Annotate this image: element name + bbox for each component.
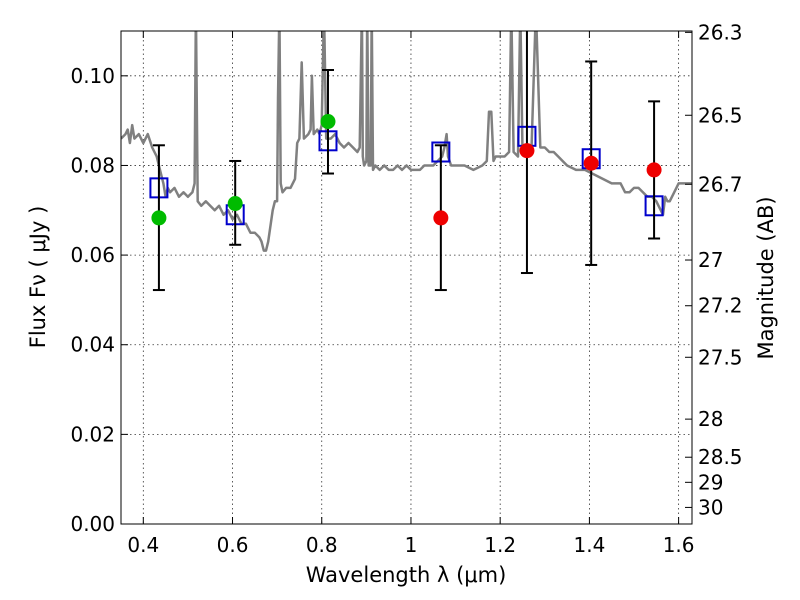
x-tick-label: 0.4 <box>127 533 159 557</box>
plot-area <box>121 31 692 292</box>
right-tick-label: 26.3 <box>698 20 743 44</box>
observed-point <box>433 210 449 226</box>
observed-point <box>583 155 599 171</box>
y-tick-label: 0.02 <box>70 422 115 446</box>
observed-point <box>227 196 243 212</box>
x-tick-label: 1.4 <box>573 533 605 557</box>
y-axis-label: Flux Fν ( μJy ) <box>26 206 50 349</box>
x-tick-label: 0.6 <box>217 533 249 557</box>
y-tick-label: 0.10 <box>70 64 115 88</box>
right-tick-label: 30 <box>698 495 723 519</box>
right-tick-label: 26.7 <box>698 172 743 196</box>
grid-lines <box>121 31 692 525</box>
right-tick-label: 29 <box>698 470 723 494</box>
observed-point <box>151 210 167 226</box>
y-tick-label: 0.00 <box>70 512 115 536</box>
right-tick-label: 28.5 <box>698 445 743 469</box>
x-tick-label: 1.6 <box>663 533 695 557</box>
y-tick-label: 0.06 <box>70 243 115 267</box>
observed-point <box>320 114 336 130</box>
x-tick-label: 0.8 <box>306 533 338 557</box>
model-sed-line <box>121 31 692 252</box>
plot-frame <box>120 30 693 525</box>
right-tick-label: 27.5 <box>698 345 743 369</box>
y-tick-label: 0.04 <box>70 333 115 357</box>
observed-point <box>646 162 662 178</box>
observed-point <box>519 143 535 159</box>
model-flux-boxes <box>149 125 664 226</box>
right-tick-label: 26.5 <box>698 103 743 127</box>
y-tick-label: 0.08 <box>70 153 115 177</box>
x-axis-label: Wavelength λ (μm) <box>306 563 507 587</box>
right-tick-label: 28 <box>698 407 723 431</box>
axis-ticks: 0.4 0.6 0.8 1 1.2 1.4 1.6 0.00 0.02 0.04 0.06 0.08 0… <box>70 20 742 557</box>
right-tick-label: 27 <box>698 248 723 272</box>
observed-points <box>151 114 662 226</box>
error-bars <box>152 31 661 292</box>
right-tick-label: 27.2 <box>698 294 743 318</box>
x-tick-label: 1.2 <box>484 533 516 557</box>
x-tick-label: 1 <box>405 533 418 557</box>
right-y-axis-label: Magnitude (AB) <box>754 196 778 359</box>
